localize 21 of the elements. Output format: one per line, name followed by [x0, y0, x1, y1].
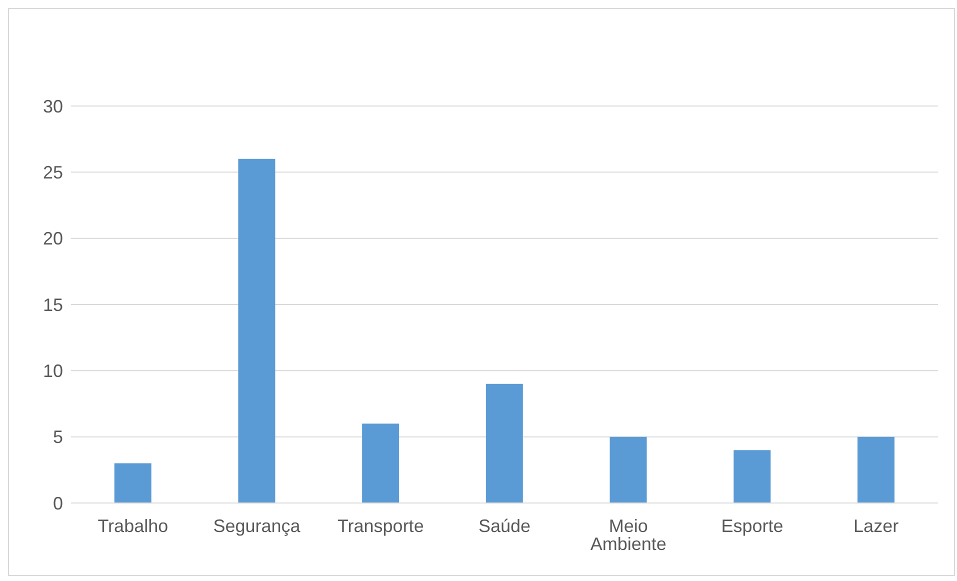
bar — [114, 463, 152, 503]
bar — [238, 158, 276, 503]
bar — [610, 436, 647, 503]
y-tick-label: 20 — [42, 228, 63, 249]
x-tick-label: Meio Ambiente — [590, 516, 666, 554]
y-tick-label: 10 — [42, 361, 63, 382]
x-tick-label: Saúde — [478, 516, 531, 536]
y-tick-label: 15 — [42, 294, 63, 315]
x-tick-label: Lazer — [854, 516, 899, 536]
bar — [857, 436, 894, 503]
bar — [362, 424, 400, 503]
x-tick-label: Segurança — [213, 516, 302, 536]
y-tick-label: 5 — [52, 427, 63, 448]
bar — [486, 384, 523, 503]
y-tick-label: 30 — [42, 96, 63, 116]
x-tick-label: Transporte — [337, 516, 424, 536]
x-tick-label: Esporte — [721, 516, 784, 536]
x-tick-label: Trabalho — [98, 516, 168, 536]
bar — [734, 450, 771, 503]
y-tick-label: 25 — [42, 162, 63, 183]
y-tick-label: 0 — [52, 493, 63, 514]
